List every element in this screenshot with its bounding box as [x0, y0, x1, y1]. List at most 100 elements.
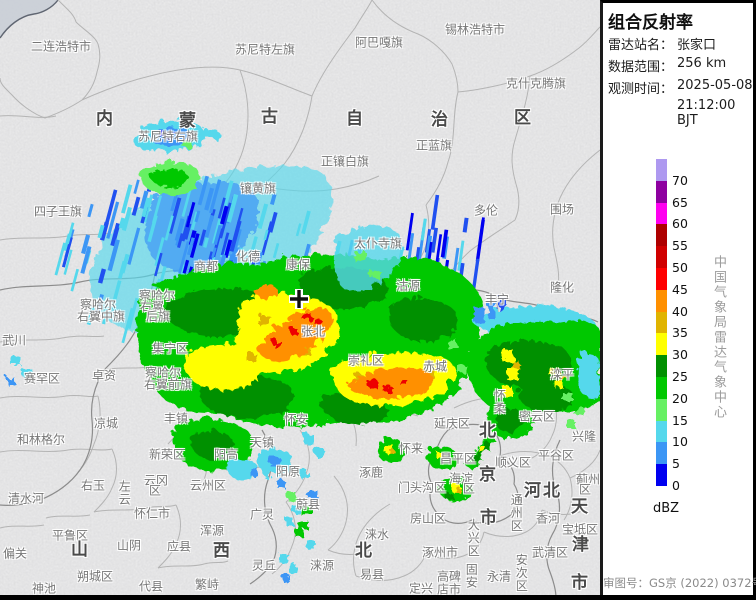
echo-streak	[301, 210, 311, 235]
echo-streak	[261, 221, 273, 256]
echo-streak	[61, 237, 73, 268]
echo-blob	[548, 366, 557, 374]
echo-blob	[468, 438, 489, 462]
echo-streak	[97, 224, 105, 239]
echo-blob	[200, 126, 218, 138]
echo-streak	[177, 233, 184, 248]
echo-streak	[81, 234, 91, 255]
echo-streak	[139, 190, 149, 209]
echo-streak	[420, 218, 427, 241]
echo-blob	[560, 390, 570, 398]
echo-streak	[118, 217, 126, 229]
echo-streak	[440, 229, 449, 258]
echo-blob	[493, 406, 523, 431]
echo-streak	[270, 193, 277, 206]
echo-blob	[445, 338, 455, 346]
scale-swatch	[656, 289, 667, 312]
scale-swatch	[656, 355, 667, 377]
echo-streak	[178, 241, 190, 274]
echo-blob	[545, 400, 554, 408]
echo-blob	[302, 312, 310, 319]
echo-streak	[143, 194, 154, 223]
echo-blob	[564, 418, 572, 425]
scale-value: 30	[672, 347, 688, 363]
echo-blob	[256, 313, 268, 322]
echo-blob	[20, 366, 29, 374]
echo-blob	[346, 364, 431, 396]
echo-blob	[575, 351, 597, 396]
echo-streak	[86, 305, 96, 326]
national-border-line	[0, 0, 59, 39]
echo-streak	[187, 237, 195, 256]
echo-blob	[246, 352, 255, 360]
scale-value: 70	[672, 172, 688, 188]
scale-value: 25	[672, 369, 688, 384]
echo-streak	[54, 242, 66, 276]
echo-streak	[110, 222, 121, 247]
echo-streak	[257, 203, 269, 230]
scale-value: 40	[672, 303, 688, 319]
echo-blob	[453, 485, 458, 490]
echo-blob	[330, 223, 401, 290]
scale-swatch	[656, 311, 667, 334]
station-label: 雷达站名：	[608, 38, 674, 53]
radar-map[interactable]: 二连浩特市 苏尼特左旗 阿巴嘎旗 锡林浩特市 克什克腾旗 苏尼特右旗 正蓝旗 正镶白旗 镶黄旗四…	[0, 0, 600, 600]
echo-blob	[182, 341, 261, 389]
echo-blob	[472, 305, 482, 321]
echo-streak	[97, 268, 107, 284]
echo-streak	[151, 195, 163, 224]
echo-streak	[213, 224, 222, 246]
echo-blob	[515, 380, 571, 410]
echo-blob	[252, 282, 276, 297]
echo-streak	[263, 229, 269, 241]
echo-blob	[290, 503, 298, 511]
echo-blob	[268, 455, 278, 464]
echo-blob	[298, 468, 306, 476]
echo-streak	[223, 239, 233, 258]
echo-blob	[304, 538, 312, 546]
echo-streak	[190, 211, 199, 230]
echo-streak	[127, 297, 139, 329]
scale-value: 20	[672, 390, 688, 406]
echo-blob	[436, 451, 444, 458]
echo-blob	[448, 378, 457, 385]
scale-swatch	[656, 377, 667, 399]
scale-swatch	[656, 180, 667, 203]
echo-streak	[99, 221, 109, 241]
echo-streak	[120, 253, 130, 274]
echo-blob	[285, 490, 294, 498]
echo-streak	[106, 201, 120, 239]
scale-swatch	[656, 224, 667, 247]
echo-streak	[204, 214, 215, 238]
scale-value: 65	[672, 194, 688, 210]
echo-blob	[5, 376, 13, 383]
time-label: 观测时间：	[608, 82, 674, 97]
echo-blob	[283, 516, 291, 523]
echo-blob	[288, 326, 295, 332]
echo-streak	[229, 220, 242, 252]
echo-blob	[552, 378, 560, 385]
scale-swatch	[656, 420, 667, 443]
echo-blob	[314, 447, 322, 456]
echo-streak	[197, 175, 209, 206]
scale-swatch	[656, 159, 667, 181]
echo-streak	[121, 307, 134, 344]
echo-streak	[219, 205, 229, 225]
product-title: 组合反射率	[608, 13, 693, 33]
reflectivity-color-scale: dBZ 70 65 60 55 50 45 40 35 30 25 20 15 10 5 0	[603, 3, 753, 597]
echo-blob	[387, 447, 392, 452]
echo-streak	[250, 236, 258, 251]
echo-blob	[556, 372, 562, 378]
echo-streak	[66, 222, 75, 245]
info-panel: 组合反射率 雷达站名： 张家口 数据范围： 256 km 观测时间： 2025-…	[600, 0, 756, 600]
foreign-territory-region	[0, 0, 58, 38]
scale-swatch	[656, 333, 667, 356]
echo-blob	[188, 428, 232, 458]
echo-blob	[292, 526, 301, 534]
range-value: 256 km	[677, 56, 727, 71]
echo-streak	[479, 217, 485, 240]
scale-swatch	[656, 464, 667, 486]
scale-value: 35	[672, 325, 688, 341]
echo-blob	[281, 573, 288, 580]
scale-swatch	[656, 398, 667, 421]
